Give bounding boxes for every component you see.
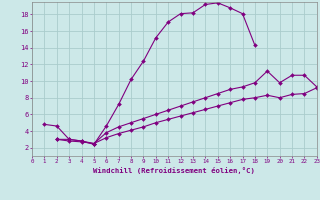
X-axis label: Windchill (Refroidissement éolien,°C): Windchill (Refroidissement éolien,°C) bbox=[93, 167, 255, 174]
